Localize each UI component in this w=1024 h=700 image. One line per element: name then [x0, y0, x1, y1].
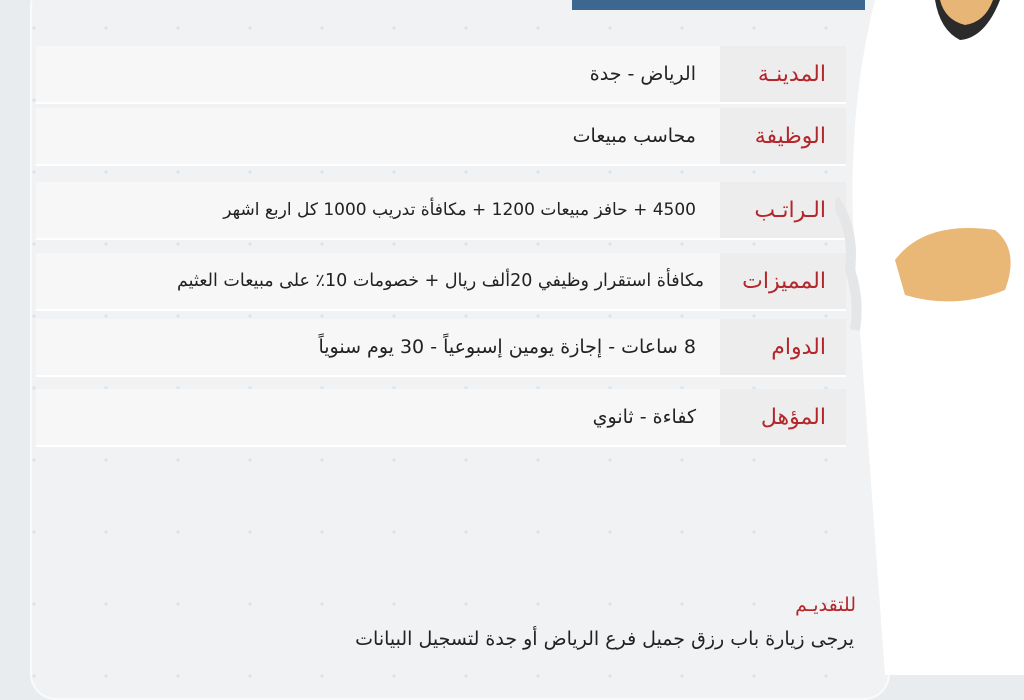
row-salary: الـراتـب 4500 + حافز مبيعات 1200 + مكافأ…	[36, 182, 846, 240]
row-value: 8 ساعات - إجازة يومين إسبوعياً - 30 يوم …	[318, 336, 720, 358]
row-benefits: المميزات مكافأة استقرار وظيفي 20ألف ريال…	[36, 253, 846, 311]
row-label: المؤهل	[720, 389, 846, 445]
row-value: 4500 + حافز مبيعات 1200 + مكافأة تدريب 1…	[223, 200, 720, 220]
row-value: الرياض - جدة	[590, 63, 720, 85]
row-label: الـراتـب	[720, 182, 846, 238]
robe-shape	[853, 0, 1024, 675]
man-illustration	[835, 0, 1024, 675]
header-bar	[572, 0, 865, 10]
row-label: الوظيفة	[720, 108, 846, 164]
row-label: المدينـة	[720, 46, 846, 102]
row-qualification: المؤهل كفاءة - ثانوي	[36, 389, 846, 447]
row-hours: الدوام 8 ساعات - إجازة يومين إسبوعياً - …	[36, 319, 846, 377]
row-job: الوظيفة محاسب مبيعات	[36, 108, 846, 166]
row-label: المميزات	[720, 253, 846, 309]
row-value: كفاءة - ثانوي	[593, 406, 720, 428]
row-value: محاسب مبيعات	[573, 125, 720, 147]
row-city: المدينـة الرياض - جدة	[36, 46, 846, 104]
row-label: الدوام	[720, 319, 846, 375]
row-value: مكافأة استقرار وظيفي 20ألف ريال + خصومات…	[177, 271, 720, 291]
apply-text: يرجى زيارة باب رزق جميل فرع الرياض أو جد…	[355, 628, 854, 650]
